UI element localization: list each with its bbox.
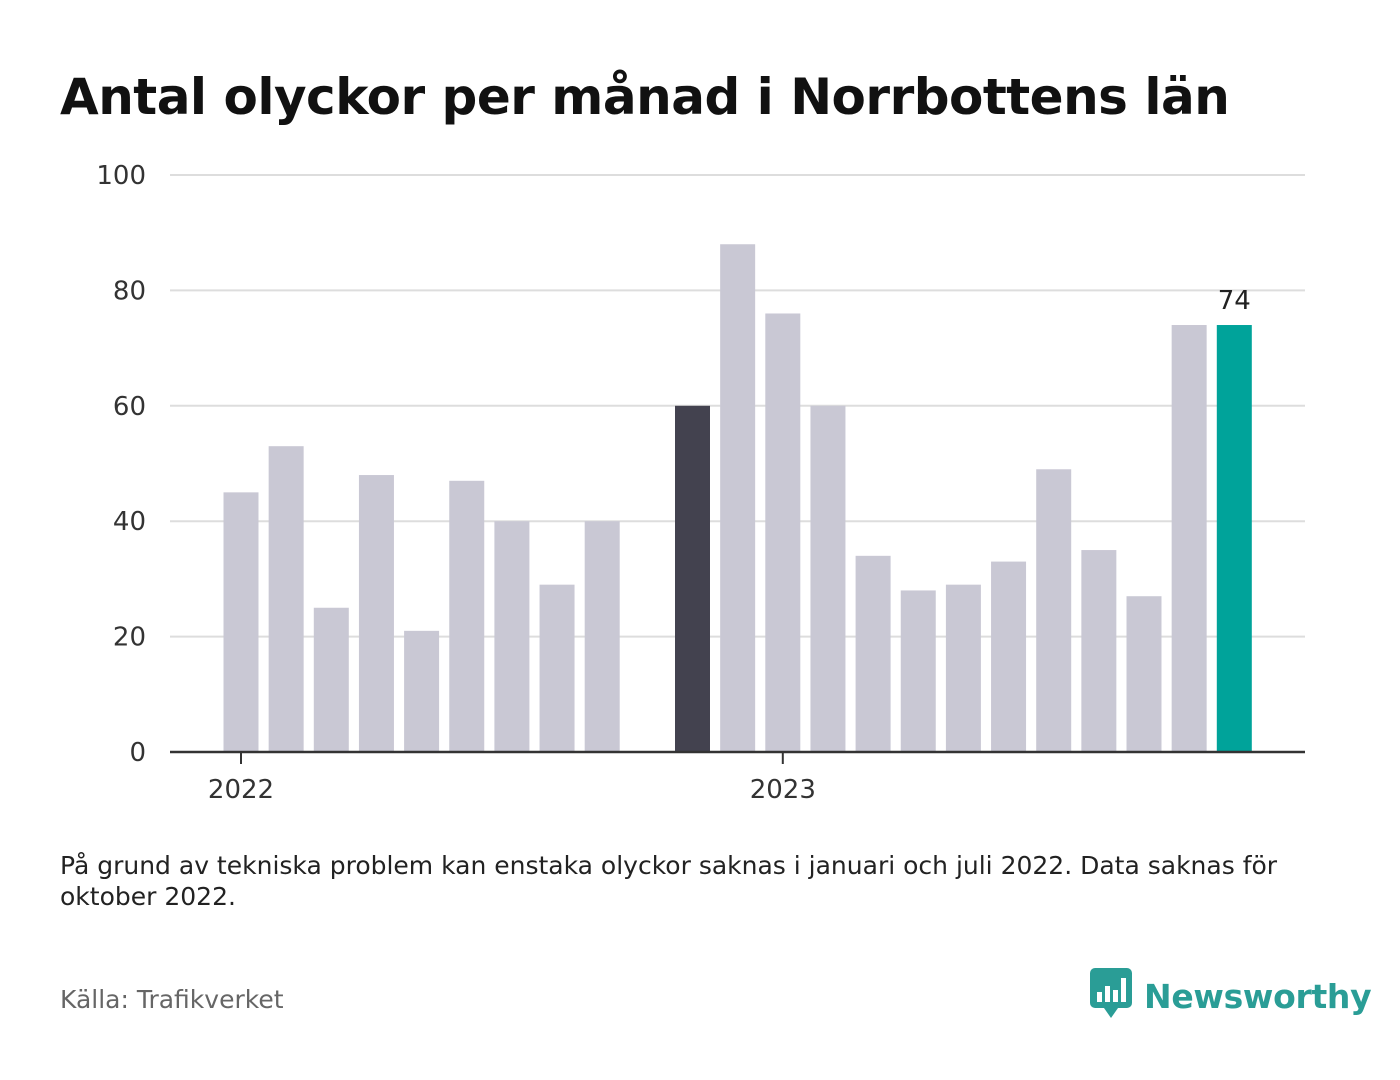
y-tick-label: 40 (113, 507, 146, 537)
x-tick-label: 2023 (750, 775, 816, 805)
data-labels: 74 (1218, 286, 1251, 316)
bars (223, 244, 1252, 753)
bar (358, 475, 394, 752)
axes: 0 20 40 60 80 100 2022 2023 (96, 161, 1305, 805)
bar (991, 561, 1027, 752)
bar (720, 244, 756, 753)
bar (1081, 550, 1117, 752)
data-label: 74 (1218, 286, 1251, 316)
y-tick-label: 20 (113, 623, 146, 653)
newsworthy-logo-icon (1090, 968, 1132, 1024)
bar-chart: 0 20 40 60 80 100 2022 2023 74 (96, 161, 1305, 805)
y-tick-label: 0 (129, 738, 146, 768)
bar (1126, 596, 1162, 752)
logo-name: Newsworthy (1144, 976, 1372, 1016)
bar (675, 405, 710, 752)
bar (268, 446, 304, 752)
bar (539, 584, 575, 752)
bar (900, 590, 936, 752)
y-tick-label: 100 (96, 161, 146, 191)
bar (404, 630, 440, 752)
bar (449, 480, 485, 752)
bar (1171, 325, 1207, 752)
bar (584, 521, 620, 752)
y-tick-label: 80 (113, 276, 146, 306)
x-tick-label: 2022 (208, 775, 274, 805)
bar (1036, 469, 1072, 752)
bar (945, 584, 981, 752)
chart-title: Antal olyckor per månad i Norrbottens lä… (60, 68, 1230, 126)
bar (494, 521, 530, 752)
bar (810, 405, 846, 752)
y-tick-label: 60 (113, 392, 146, 422)
footnote: På grund av tekniska problem kan enstaka… (60, 851, 1278, 911)
newsworthy-logo: Newsworthy (1090, 968, 1372, 1024)
bar (855, 555, 891, 752)
bar (223, 492, 259, 752)
bar (1216, 325, 1252, 752)
bar (313, 607, 349, 752)
bar (765, 313, 801, 752)
source-label: Källa: Trafikverket (60, 985, 284, 1014)
